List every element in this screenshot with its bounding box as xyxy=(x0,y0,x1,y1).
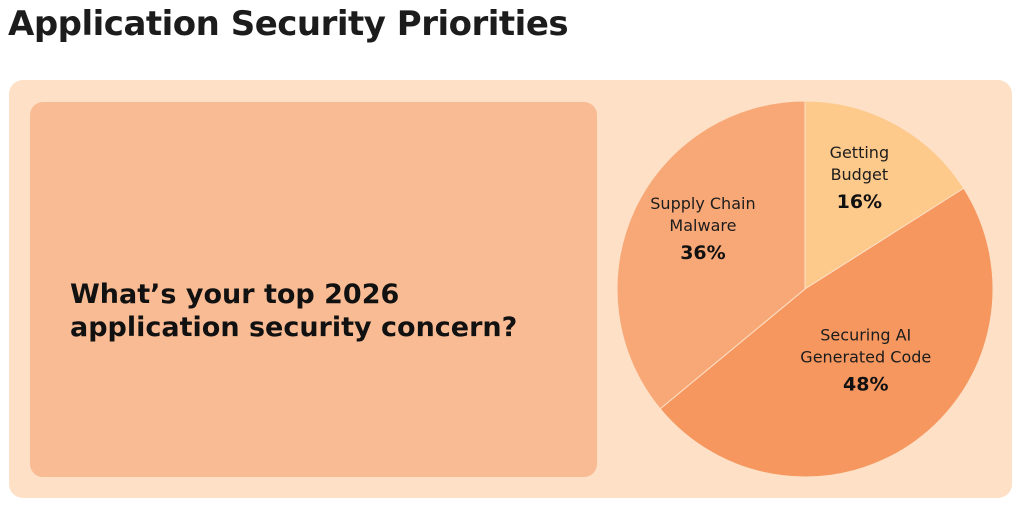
survey-question: What’s your top 2026 application securit… xyxy=(70,278,590,344)
slice-label: Budget xyxy=(831,165,889,184)
question-line-2: application security concern? xyxy=(70,312,518,343)
pie-slice-getting-budget xyxy=(804,100,965,290)
survey-card: What’s your top 2026 application securit… xyxy=(9,80,1012,498)
question-panel: What’s your top 2026 application securit… xyxy=(30,102,597,477)
slice-value: 48% xyxy=(843,374,888,396)
pie-slice-supply-chain-malware xyxy=(616,100,806,410)
slice-label: Getting xyxy=(830,143,890,162)
slice-value: 16% xyxy=(837,191,882,213)
question-line-1: What’s your top 2026 xyxy=(70,279,400,310)
pie-slice-securing-ai-generated-code xyxy=(659,187,994,478)
slice-label: Securing AI xyxy=(820,326,911,345)
slice-value: 36% xyxy=(680,242,725,264)
page-title: Application Security Priorities xyxy=(8,4,569,44)
slice-label: Supply Chain xyxy=(650,194,755,213)
slice-label: Malware xyxy=(669,216,736,235)
pie-chart: Getting Budget 16% Securing AI Generated Cod… xyxy=(616,100,994,478)
slice-label: Generated Code xyxy=(800,348,931,367)
